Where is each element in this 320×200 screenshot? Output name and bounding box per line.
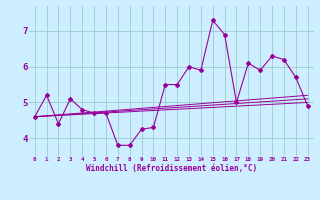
X-axis label: Windchill (Refroidissement éolien,°C): Windchill (Refroidissement éolien,°C) xyxy=(86,164,257,173)
